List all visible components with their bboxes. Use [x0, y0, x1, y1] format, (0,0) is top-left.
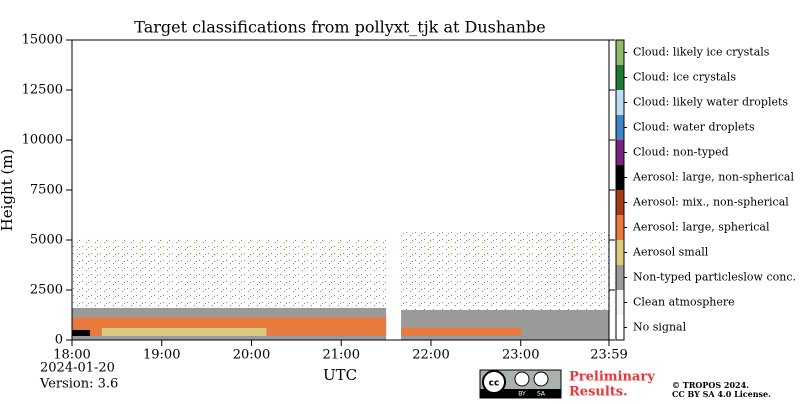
- colorbar-swatch: [616, 115, 624, 140]
- y-tick-label: 10000: [22, 133, 63, 148]
- y-tick-label: 2500: [30, 283, 63, 298]
- x-tick-label: 21:00: [323, 348, 360, 363]
- legend-label: Clean atmosphere: [633, 296, 735, 309]
- legend-label: Aerosol: mix., non-spherical: [632, 196, 789, 209]
- colorbar-swatch: [616, 65, 624, 90]
- y-tick-label: 12500: [22, 83, 63, 98]
- legend-label: Aerosol small: [632, 246, 709, 259]
- colorbar-swatch: [616, 90, 624, 115]
- y-tick-label: 0: [55, 333, 63, 348]
- legend-label: Cloud: likely ice crystals: [633, 46, 770, 59]
- x-tick-label: 22:00: [412, 348, 449, 363]
- class-region: [401, 328, 521, 336]
- colorbar-swatch: [616, 265, 624, 290]
- legend-label: No signal: [633, 321, 687, 334]
- colorbar-swatch: [616, 190, 624, 215]
- y-tick-label: 7500: [30, 183, 63, 198]
- x-tick-label: 19:00: [143, 348, 180, 363]
- class-region: [72, 240, 387, 310]
- x-axis-label: UTC: [323, 366, 357, 384]
- class-region: [401, 230, 609, 310]
- legend-label: Cloud: water droplets: [633, 121, 755, 134]
- copyright: © TROPOS 2024.: [672, 380, 749, 390]
- badge: Results.: [569, 385, 628, 400]
- legend-label: Cloud: ice crystals: [633, 71, 736, 84]
- copyright: CC BY SA 4.0 License.: [672, 389, 771, 399]
- legend-label: Aerosol: large, spherical: [632, 221, 770, 234]
- x-tick-label: 18:00: [53, 348, 90, 363]
- colorbar-swatch: [616, 290, 624, 315]
- colorbar-swatch: [616, 40, 624, 65]
- badge: Preliminary: [569, 370, 655, 385]
- legend-label: Non-typed particleslow conc.: [633, 271, 796, 284]
- class-region: [72, 330, 90, 336]
- colorbar-frame: [615, 39, 625, 341]
- legend-label: Cloud: non-typed: [633, 146, 729, 159]
- x-tick-label: 20:00: [233, 348, 270, 363]
- y-axis-label: Height (m): [0, 149, 16, 232]
- x-tick-label: 23:59: [590, 348, 627, 363]
- colorbar-swatch: [616, 315, 624, 340]
- svg-text:cc: cc: [489, 379, 500, 389]
- x-tick-label: 23:00: [502, 348, 539, 363]
- date: 2024-01-20: [40, 361, 115, 376]
- y-tick-label: 5000: [30, 233, 63, 248]
- class-region: [101, 328, 267, 336]
- chart-title: Target classifications from pollyxt_tjk …: [134, 18, 545, 37]
- logo-text: SA: [537, 391, 546, 398]
- y-tick-label: 15000: [22, 33, 63, 48]
- colorbar-swatch: [616, 215, 624, 240]
- legend-label: Aerosol: large, non-spherical: [632, 171, 794, 184]
- cc-logo: cc BY SA: [479, 369, 562, 399]
- version: Version: 3.6: [39, 377, 118, 392]
- colorbar-swatch: [616, 165, 624, 190]
- legend-label: Cloud: likely water droplets: [633, 96, 788, 109]
- colorbar-swatch: [616, 140, 624, 165]
- colorbar-swatch: [616, 240, 624, 265]
- logo-text: BY: [518, 391, 526, 398]
